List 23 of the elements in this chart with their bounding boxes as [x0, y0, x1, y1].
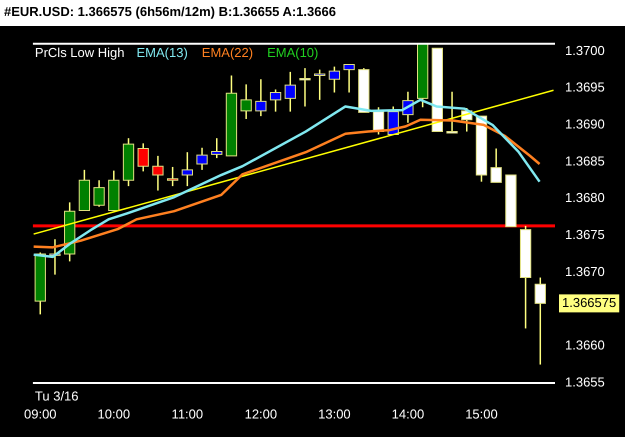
x-tick-label: 12:00: [244, 406, 278, 422]
y-tick-label: 1.3655: [565, 374, 605, 390]
x-tick-label: 13:00: [318, 406, 351, 422]
y-tick-label: 1.3690: [565, 116, 605, 132]
y-tick-label: 1.3680: [565, 190, 605, 206]
y-tick-label: 1.3675: [565, 227, 605, 242]
y-tick-label: 1.3685: [565, 153, 605, 168]
x-tick-label: 11:00: [172, 406, 204, 422]
chart-title: #EUR.USD: 1.366575 (6h56m/12m) B:1.36655 A:1.3666: [0, 0, 625, 26]
y-tick-label: 1.3660: [565, 338, 605, 353]
x-tick-label: 10:00: [98, 406, 130, 422]
text: EMA(13): [136, 44, 188, 60]
y-tick-label: 1.3670: [565, 264, 605, 279]
x-tick-label: 14:00: [392, 406, 424, 422]
x-tick-label: 09:00: [24, 406, 57, 422]
text: 1.366575: [562, 294, 616, 310]
text: Tu 3/16: [34, 388, 79, 404]
legend-title: PrCls Low High: [34, 44, 125, 60]
text: EMA(22): [202, 44, 254, 60]
x-tick-label: 15:00: [465, 406, 498, 422]
legend-label: EMA(10): [267, 44, 318, 60]
y-tick-label: 1.3695: [565, 80, 605, 95]
y-tick-label: 1.3700: [565, 42, 605, 58]
